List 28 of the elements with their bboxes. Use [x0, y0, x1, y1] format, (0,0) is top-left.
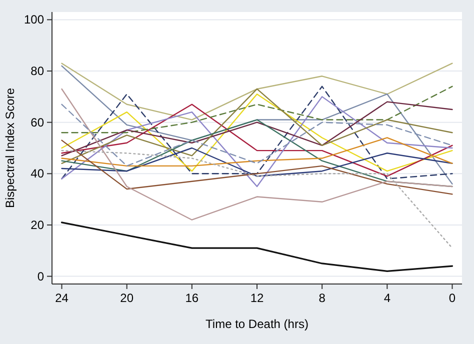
x-tick-label: 20 — [120, 291, 134, 305]
line-series — [61, 94, 453, 172]
x-axis-title: Time to Death (hrs) — [206, 317, 308, 331]
x-tick-label: 16 — [185, 291, 199, 305]
y-tick-label: 40 — [30, 166, 44, 181]
y-tick-label: 0 — [37, 269, 44, 284]
line-series — [61, 147, 453, 177]
y-tick-label: 80 — [30, 64, 44, 78]
x-tick-label: 4 — [384, 291, 391, 305]
x-tick-label: 8 — [318, 291, 326, 305]
line-series — [61, 150, 453, 249]
x-tick-label: 0 — [448, 291, 456, 305]
line-series — [61, 62, 453, 120]
y-tick-label: 60 — [30, 115, 44, 130]
y-tick-label: 20 — [30, 218, 44, 232]
line-series — [61, 86, 453, 180]
line-series — [61, 96, 453, 188]
x-tick-label: 12 — [250, 291, 264, 305]
line-series — [61, 88, 453, 220]
y-axis-title: Bispectral Index Score — [3, 88, 17, 208]
x-tick-label: 24 — [55, 291, 69, 305]
line-series — [61, 101, 453, 156]
line-series — [61, 86, 453, 134]
line-series — [60, 222, 454, 272]
line-series — [61, 88, 453, 164]
line-series — [61, 137, 453, 167]
y-tick-label: 100 — [24, 12, 44, 27]
line-series — [61, 140, 453, 195]
